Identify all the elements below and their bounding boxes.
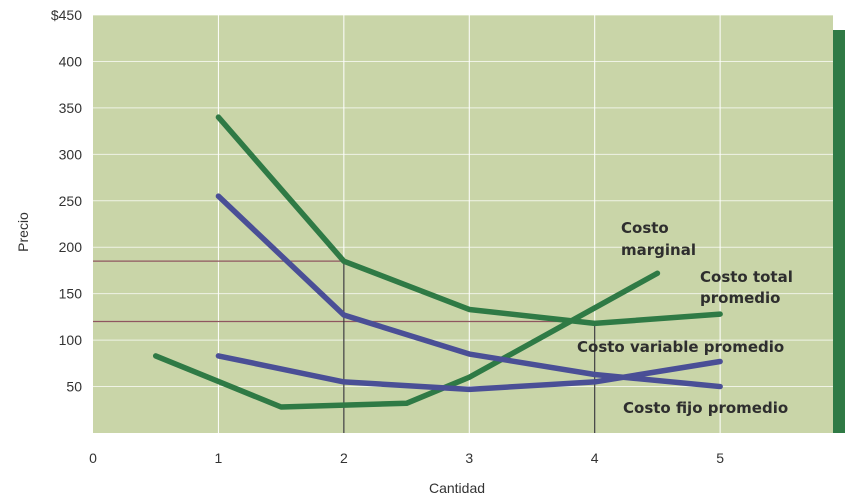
x-tick-label: 1 <box>215 450 223 466</box>
annotation-costo-total-promedio: Costo total <box>700 268 793 286</box>
x-axis-label: Cantidad <box>429 480 485 496</box>
x-tick-label: 0 <box>89 450 97 466</box>
annotation-costo-marginal: marginal <box>621 241 696 259</box>
x-tick-label: 3 <box>465 450 473 466</box>
x-tick-label: 5 <box>716 450 724 466</box>
y-axis-label: Precio <box>15 212 31 252</box>
annotation-costo-fijo-promedio: Costo fijo promedio <box>623 399 788 417</box>
y-tick-label: 300 <box>59 146 83 162</box>
y-tick-label: 350 <box>59 100 83 116</box>
annotation-costo-marginal: Costo <box>621 219 669 237</box>
y-tick-label: $450 <box>51 7 82 23</box>
y-tick-label: 100 <box>59 332 83 348</box>
x-tick-label: 2 <box>340 450 348 466</box>
series-line-costo-total-promedio <box>215 114 723 327</box>
y-tick-label: 150 <box>59 286 83 302</box>
right-edge-band <box>833 30 845 433</box>
y-tick-label: 400 <box>59 53 83 69</box>
y-tick-label: 50 <box>66 379 82 395</box>
series-line-costo-marginal <box>152 270 661 410</box>
annotation-costo-variable-promedio: Costo variable promedio <box>577 338 784 356</box>
x-tick-label: 4 <box>591 450 599 466</box>
annotation-costo-total-promedio: promedio <box>700 289 780 307</box>
y-tick-label: 200 <box>59 239 83 255</box>
y-tick-label: 250 <box>59 193 83 209</box>
series-line-costo-variable-promedio <box>215 353 723 393</box>
plot-area <box>93 15 833 433</box>
series-line-costo-fijo-promedio <box>215 193 723 390</box>
